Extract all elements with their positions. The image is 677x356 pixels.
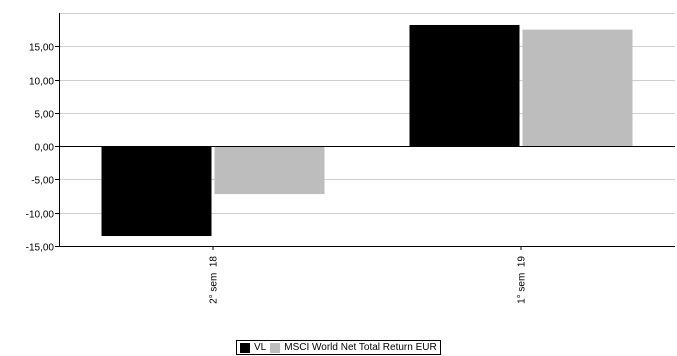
bar-chart: -15,00 -10,00 -5,00 0,00 5,00 10,00 15,00 2° s… [26, 13, 675, 304]
bar [214, 146, 325, 195]
legend-label-vl: VL [254, 342, 267, 353]
y-tick-label: 0,00 [35, 143, 55, 154]
legend: VL MSCI World Net Total Return EUR [236, 340, 441, 355]
bar [522, 29, 633, 147]
bars [101, 24, 633, 237]
legend-item-vl: VL [240, 342, 266, 353]
y-axis-ticks: -15,00 -10,00 -5,00 0,00 5,00 10,00 15,00 [26, 43, 59, 254]
legend-item-msci: MSCI World Net Total Return EUR [270, 342, 437, 353]
x-axis-categories: 2° sem 18 1° sem 19 [209, 246, 528, 304]
bar [409, 24, 520, 147]
y-tick-label: 15,00 [29, 43, 54, 54]
bar [101, 146, 212, 237]
legend-label-msci: MSCI World Net Total Return EUR [284, 342, 437, 353]
y-tick-label: -15,00 [26, 243, 55, 254]
legend-swatch-vl [240, 342, 250, 353]
y-tick-label: 5,00 [35, 110, 55, 121]
y-tick-label: -5,00 [31, 176, 54, 187]
legend-swatch-msci [270, 342, 281, 353]
y-tick-label: -10,00 [26, 210, 55, 221]
category-label: 1° sem 19 [517, 256, 528, 304]
axes [59, 13, 675, 247]
y-tick-label: 10,00 [29, 77, 54, 88]
category-label: 2° sem 18 [209, 256, 220, 304]
